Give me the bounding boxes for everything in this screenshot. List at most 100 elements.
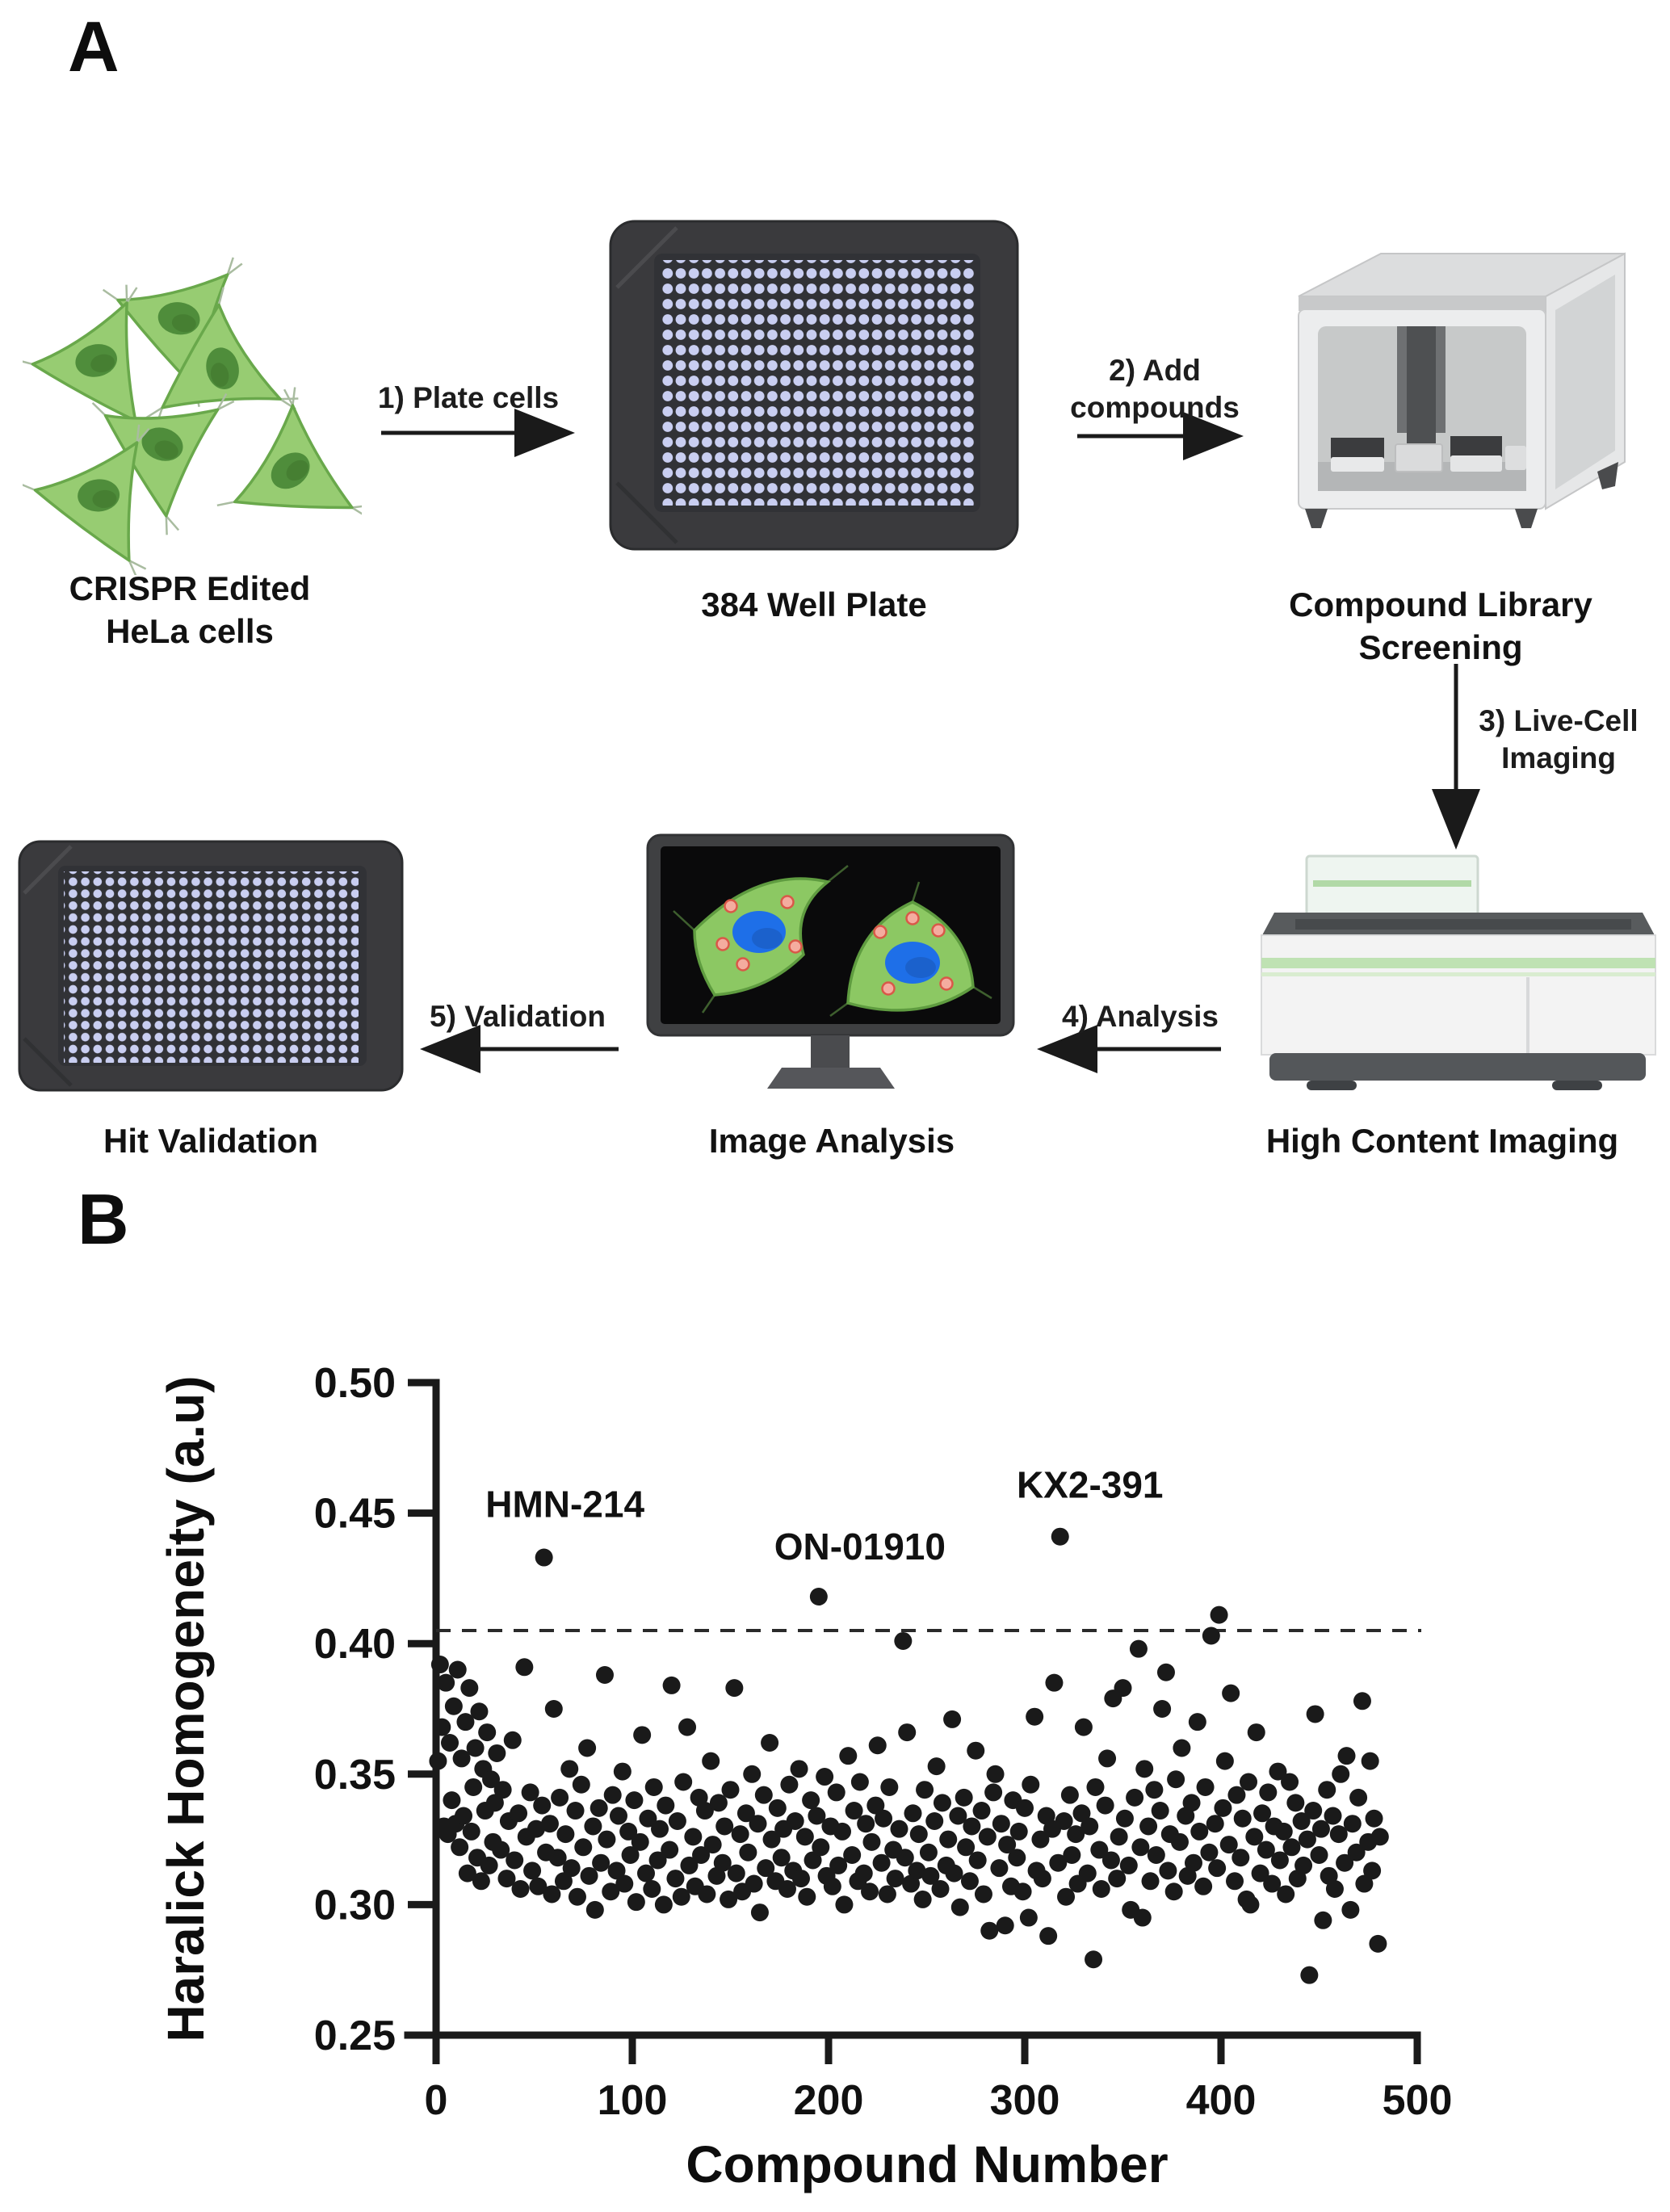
x-tick-label: 0: [425, 2077, 448, 2124]
scatter-point: [451, 1838, 469, 1857]
y-tick-label: 0.30: [314, 1882, 396, 1929]
scatter-point: [1369, 1934, 1387, 1953]
scatter-point: [1318, 1781, 1336, 1799]
scatter-point: [945, 1864, 963, 1883]
crispr-cells-icon: [23, 238, 362, 575]
y-tick-label: 0.40: [314, 1621, 396, 1668]
scatter-point: [1057, 1887, 1076, 1906]
scatter-point: [1269, 1762, 1287, 1781]
scatter-point: [1026, 1707, 1044, 1726]
scatter-point: [950, 1898, 969, 1916]
scatter-point: [998, 1836, 1017, 1854]
scatter-point: [1294, 1856, 1313, 1874]
scatter-point: [823, 1877, 841, 1895]
scatter-point: [1292, 1811, 1311, 1830]
scatter-point: [925, 1811, 944, 1830]
scatter-point: [1363, 1862, 1382, 1880]
scatter-point: [750, 1903, 769, 1922]
scatter-point: [1159, 1862, 1177, 1880]
scatter-point: [429, 1752, 447, 1770]
scatter-point: [786, 1811, 804, 1830]
scatter-point: [1245, 1828, 1264, 1846]
x-tick-label: 100: [598, 2077, 668, 2124]
scatter-point: [872, 1853, 891, 1872]
scatter-point: [1214, 1799, 1232, 1817]
scatter-point: [992, 1815, 1010, 1833]
scatter-point: [523, 1862, 542, 1880]
scatter-point: [896, 1849, 914, 1867]
scatter-point: [1332, 1765, 1350, 1783]
scatter-point: [798, 1887, 816, 1906]
scatter-point: [968, 1851, 987, 1870]
scatter-point: [1194, 1877, 1213, 1895]
scatter-point: [458, 1864, 476, 1883]
scatter-point: [637, 1864, 656, 1883]
hit-validation-plate-icon: [18, 840, 404, 1092]
scatter-point: [791, 1870, 810, 1888]
scatter-point: [908, 1862, 926, 1880]
scatter-point: [1202, 1626, 1220, 1645]
scatter-point: [743, 1765, 762, 1783]
scatter-point: [795, 1828, 814, 1846]
scatter-point: [462, 1822, 480, 1841]
scatter-point: [808, 1807, 826, 1825]
scatter-point: [554, 1872, 573, 1891]
scatter-point: [790, 1760, 808, 1778]
scatter-point: [957, 1838, 976, 1857]
y-tick-label: 0.50: [314, 1360, 396, 1407]
scatter-point: [986, 1765, 1005, 1783]
scatter-point: [1310, 1845, 1328, 1864]
scatter-point: [1045, 1673, 1064, 1692]
scatter-point: [754, 1786, 773, 1804]
scatter-point: [990, 1859, 1009, 1878]
scatter-point: [661, 1841, 679, 1859]
scatter-point: [927, 1757, 946, 1776]
scatter-point: [996, 1916, 1014, 1935]
scatter-point: [812, 1838, 830, 1857]
scatter-point: [1115, 1809, 1134, 1828]
screening-label: Compound Library Screening: [1289, 586, 1592, 666]
scatter-point: [866, 1796, 885, 1815]
scatter-point: [1336, 1853, 1354, 1872]
scatter-point: [493, 1781, 512, 1799]
scatter-point: [955, 1788, 973, 1807]
scatter-point: [868, 1736, 887, 1755]
scatter-point: [1039, 1927, 1058, 1945]
scatter-point: [720, 1890, 738, 1908]
scatter-point: [1098, 1749, 1117, 1768]
high-content-imaging-label: High Content Imaging: [1265, 1122, 1619, 1160]
scatter-point: [562, 1859, 581, 1878]
scatter-point: [1167, 1770, 1185, 1789]
scatter-point: [535, 1548, 553, 1567]
scatter-point: [497, 1870, 516, 1888]
scatter-point: [931, 1880, 950, 1899]
scatter-point: [1133, 1908, 1152, 1927]
y-axis-ticks: 0.25 0.30 0.35 0.40 0.45 0.50: [314, 1360, 436, 2059]
step2-label: 2) Add compounds: [1070, 354, 1240, 424]
scatter-point: [455, 1807, 473, 1825]
x-axis-ticks: 0 100 200 300 400 500: [425, 2035, 1452, 2124]
x-axis-title: Compound Number: [686, 2135, 1168, 2193]
scatter-point: [584, 1817, 602, 1836]
scatter-point: [829, 1856, 848, 1874]
scatter-point: [585, 1900, 604, 1919]
scatter-point: [804, 1851, 822, 1870]
scatter-point: [430, 1656, 449, 1674]
scatter-point: [1145, 1781, 1164, 1799]
scatter-point: [1090, 1841, 1109, 1859]
scatter-point: [1008, 1849, 1026, 1867]
scatter-point: [1153, 1700, 1172, 1718]
microplate-dark: [1331, 438, 1384, 459]
scatter-point: [543, 1885, 561, 1903]
scatter-point: [1049, 1853, 1068, 1872]
scatter-point: [778, 1880, 796, 1899]
scatter-point: [511, 1880, 530, 1899]
scatter-point: [1074, 1718, 1093, 1736]
scatter-point: [1129, 1639, 1148, 1658]
scatter-point: [761, 1734, 779, 1752]
scatter-point: [861, 1883, 879, 1901]
scatter-point: [1232, 1849, 1250, 1867]
scatter-point: [1355, 1874, 1374, 1893]
scatter-point: [921, 1866, 940, 1885]
scatter-point: [444, 1697, 463, 1715]
